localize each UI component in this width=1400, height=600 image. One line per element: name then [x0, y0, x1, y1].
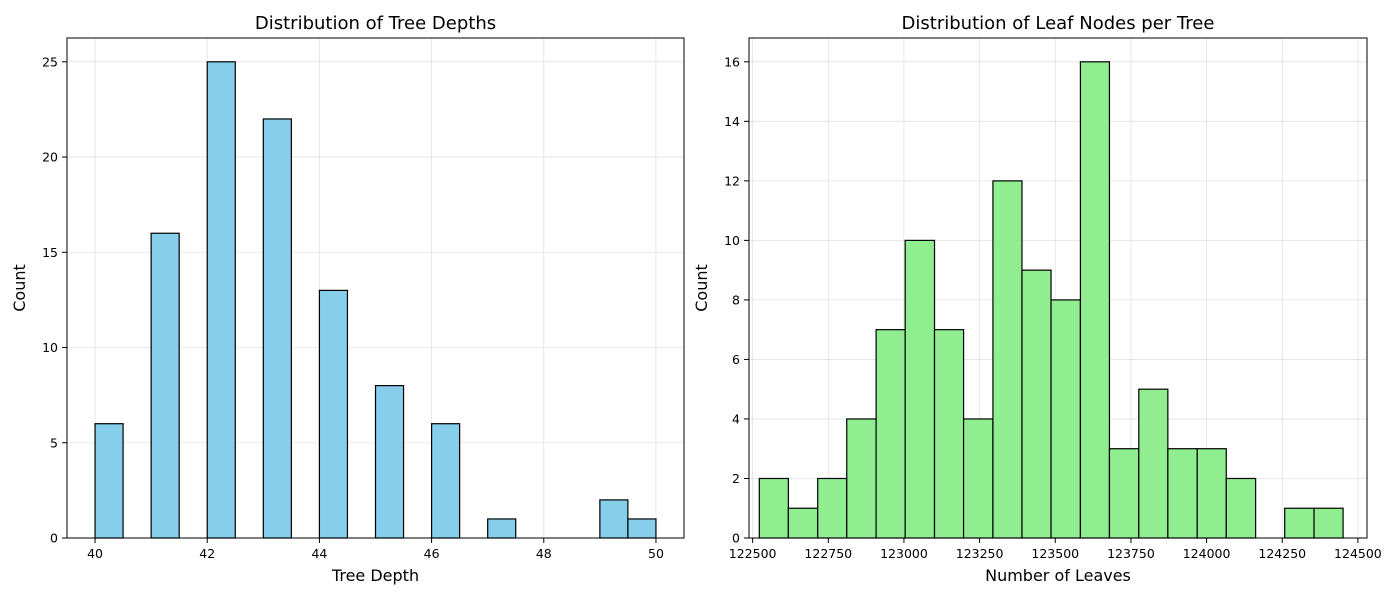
leaves-bar — [758, 477, 789, 539]
depth-x-tick-label: 42 — [199, 546, 215, 561]
leaves-bar — [787, 507, 819, 539]
leaves-y-tick-label: 4 — [732, 411, 740, 426]
leaves-bar — [846, 418, 877, 539]
leaves-x-tick-label: 124000 — [1183, 546, 1231, 561]
leaves-bar — [1108, 448, 1140, 539]
leaves-x-tick-label: 122500 — [729, 546, 777, 561]
leaves-bar — [962, 418, 994, 539]
leaves-bar — [1225, 477, 1257, 539]
leaf-nodes-histogram: 122500 122750 123000 123250 123500 123750 1240… — [692, 13, 1382, 585]
leaves-x-tick-label: 123750 — [1107, 546, 1155, 561]
depth-x-axis-label: Tree Depth — [331, 566, 419, 585]
depth-bar — [262, 118, 292, 539]
leaves-bar — [875, 329, 906, 539]
depth-y-tick-label: 5 — [50, 435, 58, 450]
leaves-y-tick-label: 2 — [732, 471, 740, 486]
leaves-bar — [1167, 448, 1198, 539]
leaves-y-tick-label: 0 — [732, 531, 740, 546]
depth-y-tick-label: 15 — [42, 245, 58, 260]
depth-y-tick-label: 25 — [42, 54, 58, 69]
depth-axes-frame — [66, 37, 685, 539]
leaves-bar — [933, 329, 965, 539]
leaves-y-tick-label: 14 — [724, 114, 740, 129]
leaves-chart-title: Distribution of Leaf Nodes per Tree — [902, 13, 1215, 34]
depth-chart-title: Distribution of Tree Depths — [255, 13, 496, 34]
leaves-bar — [1313, 507, 1344, 539]
depth-bar — [627, 518, 657, 539]
leaves-x-tick-label: 123500 — [1031, 546, 1079, 561]
leaves-axes-frame — [748, 37, 1368, 539]
leaves-x-tick-label: 122750 — [804, 546, 852, 561]
leaves-bar — [1284, 507, 1315, 539]
depth-x-tick-label: 50 — [648, 546, 664, 561]
depth-bar — [94, 423, 124, 539]
depth-y-axis-label: Count — [10, 264, 29, 312]
leaves-bar — [817, 477, 848, 539]
depth-bar — [430, 423, 461, 539]
depth-bar — [206, 61, 236, 539]
depth-x-tick-label: 40 — [87, 546, 103, 561]
leaves-y-tick-label: 12 — [724, 173, 740, 188]
tree-depth-histogram: 40 42 44 46 48 50 0 5 10 15 20 25 Distribution of Tr… — [10, 13, 685, 585]
leaves-bar — [992, 180, 1023, 539]
leaves-bar — [1079, 61, 1111, 539]
depth-y-tick-label: 10 — [42, 340, 58, 355]
depth-bar — [599, 499, 629, 539]
leaves-x-tick-label: 123250 — [956, 546, 1004, 561]
leaves-bar — [904, 239, 936, 539]
leaves-x-axis-label: Number of Leaves — [985, 566, 1131, 585]
leaves-bar — [1021, 269, 1052, 539]
depth-x-tick-label: 48 — [536, 546, 552, 561]
depth-bar — [150, 232, 180, 539]
leaves-y-tick-label: 8 — [732, 292, 740, 307]
leaves-bar — [1050, 299, 1081, 539]
depth-bar — [374, 385, 405, 539]
depth-y-tick-label: 20 — [42, 150, 58, 165]
leaves-y-tick-label: 6 — [732, 352, 740, 367]
leaves-y-tick-label: 10 — [724, 233, 740, 248]
depth-bar — [318, 289, 349, 539]
depth-x-tick-label: 46 — [424, 546, 440, 561]
depth-bar — [487, 518, 517, 539]
leaves-bar — [1138, 388, 1169, 539]
leaves-y-tick-label: 16 — [724, 54, 740, 69]
leaves-x-tick-label: 124500 — [1334, 546, 1382, 561]
leaves-bar — [1196, 448, 1227, 539]
leaves-x-tick-label: 123000 — [880, 546, 928, 561]
depth-y-tick-label: 0 — [50, 531, 58, 546]
leaves-x-tick-label: 124250 — [1258, 546, 1306, 561]
depth-x-tick-label: 44 — [311, 546, 327, 561]
leaves-y-axis-label: Count — [692, 264, 711, 312]
